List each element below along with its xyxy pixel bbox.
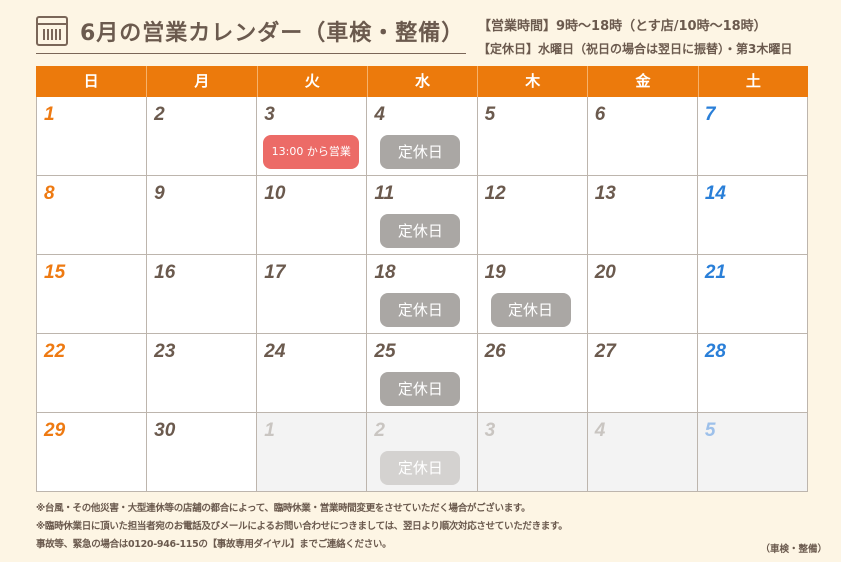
closed-day-badge: 定休日 <box>380 451 461 485</box>
day-cell: 6 <box>587 97 698 176</box>
day-cell: 3 <box>477 413 588 492</box>
day-number: 6 <box>594 104 606 125</box>
closed-days: 【定休日】水曜日（祝日の場合は翌日に振替）・第3木曜日 <box>478 42 793 56</box>
day-cell: 7 <box>697 97 808 176</box>
day-number: 5 <box>704 420 716 441</box>
day-cell: 8 <box>37 176 148 255</box>
closed-day-badge: 定休日 <box>380 135 461 169</box>
day-cell: 1 <box>37 97 148 176</box>
day-cell: 15 <box>37 255 148 334</box>
day-cell: 18 定休日 <box>367 255 478 334</box>
day-cell: 14 <box>697 176 808 255</box>
day-cell: 17 <box>257 255 368 334</box>
day-number: 9 <box>154 183 165 204</box>
day-number: 4 <box>374 104 385 125</box>
day-number: 16 <box>154 262 176 283</box>
day-number: 18 <box>374 262 396 283</box>
day-number: 8 <box>44 183 55 204</box>
opening-hours: 【営業時間】9時～18時（とす店/10時～18時） <box>478 19 767 34</box>
closed-day-badge: 定休日 <box>380 214 461 248</box>
day-number: 29 <box>44 420 66 441</box>
day-cell: 21 <box>697 255 808 334</box>
day-cell: 2 定休日 <box>367 413 478 492</box>
day-cell: 24 <box>257 334 368 413</box>
day-number: 7 <box>704 104 716 125</box>
day-number: 19 <box>484 262 506 283</box>
day-number: 15 <box>44 262 66 283</box>
day-number: 28 <box>704 341 726 362</box>
page-title: 6月の営業カレンダー（車検・整備） <box>80 20 465 46</box>
day-number: 5 <box>484 104 496 125</box>
day-cell: 29 <box>37 413 148 492</box>
day-cell: 13 <box>587 176 698 255</box>
day-cell: 27 <box>587 334 698 413</box>
calendar-title-bar: 6月の営業カレンダー（車検・整備） <box>36 14 466 54</box>
day-cell: 10 <box>257 176 368 255</box>
day-number: 13 <box>594 183 616 204</box>
closed-day-badge: 定休日 <box>380 293 461 327</box>
weekday-0: 日 <box>83 72 99 90</box>
weekday-1: 月 <box>146 66 256 97</box>
day-number: 12 <box>484 183 506 204</box>
note-emergency: 事故等、緊急の場合は0120-946-115の【事故専用ダイヤル】までご連絡くだ… <box>36 539 392 550</box>
calendar: 日月火水木金土 1 2 3 13:00 から営業 4 定休日 5 6 7 8 9 10 11 定休日 12 1… <box>36 66 808 492</box>
day-cell: 4 <box>587 413 698 492</box>
day-number: 17 <box>264 262 286 283</box>
day-cell: 1 <box>257 413 368 492</box>
day-cell: 3 13:00 から営業 <box>257 97 368 176</box>
footer-label: （車検・整備） <box>760 544 827 555</box>
day-number: 25 <box>374 341 396 362</box>
day-cell: 25 定休日 <box>367 334 478 413</box>
closed-day-badge: 定休日 <box>380 372 461 406</box>
weekday-3: 水 <box>366 66 477 97</box>
business-hours: 【営業時間】9時～18時（とす店/10時～18時） 【定休日】水曜日（祝日の場合… <box>478 16 792 60</box>
day-number: 10 <box>264 183 286 204</box>
day-cell: 4 定休日 <box>367 97 478 176</box>
day-cell: 30 <box>147 413 258 492</box>
note-disaster: ※台風・その他災害・大型連休等の店舗の都合によって、臨時休業・営業時間変更をさせ… <box>36 503 531 514</box>
day-cell: 2 <box>147 97 258 176</box>
notes: ※台風・その他災害・大型連休等の店舗の都合によって、臨時休業・営業時間変更をさせ… <box>36 500 568 554</box>
day-cell: 12 <box>477 176 588 255</box>
day-cell: 19 定休日 <box>477 255 588 334</box>
closed-day-badge: 定休日 <box>490 293 571 327</box>
day-number: 1 <box>264 420 275 441</box>
weekday-header: 日 月火水木金土 <box>36 66 808 97</box>
day-number: 22 <box>44 341 66 362</box>
opening-time-badge: 13:00 から営業 <box>263 135 360 169</box>
weekday-2: 火 <box>256 66 367 97</box>
day-number: 26 <box>484 341 506 362</box>
calendar-grid: 1 2 3 13:00 から営業 4 定休日 5 6 7 8 9 10 11 定休日 12 13 14 15 16 1… <box>36 97 808 492</box>
weekday-5: 金 <box>587 66 697 97</box>
weekday-4: 木 <box>477 66 587 97</box>
day-number: 30 <box>154 420 176 441</box>
day-number: 23 <box>154 341 176 362</box>
day-number: 2 <box>374 420 385 441</box>
day-cell: 20 <box>587 255 698 334</box>
day-cell: 5 <box>477 97 588 176</box>
day-number: 24 <box>264 341 286 362</box>
day-number: 1 <box>44 104 55 125</box>
day-number: 21 <box>704 262 726 283</box>
calendar-icon <box>36 15 68 46</box>
day-number: 20 <box>594 262 616 283</box>
weekday-6: 土 <box>697 66 808 97</box>
day-cell: 23 <box>147 334 258 413</box>
day-cell: 9 <box>147 176 258 255</box>
day-number: 27 <box>594 341 616 362</box>
day-number: 2 <box>154 104 165 125</box>
day-number: 3 <box>264 104 275 125</box>
day-number: 3 <box>484 420 496 441</box>
day-cell: 22 <box>37 334 148 413</box>
day-cell: 16 <box>147 255 258 334</box>
note-inquiry: ※臨時休業日に頂いた担当者宛のお電話及びメールによるお問い合わせにつきましては、… <box>36 521 568 532</box>
day-cell: 26 <box>477 334 588 413</box>
day-cell: 28 <box>697 334 808 413</box>
day-number: 4 <box>594 420 606 441</box>
day-cell: 11 定休日 <box>367 176 478 255</box>
day-number: 11 <box>374 183 395 204</box>
day-cell: 5 <box>697 413 808 492</box>
day-number: 14 <box>704 183 726 204</box>
